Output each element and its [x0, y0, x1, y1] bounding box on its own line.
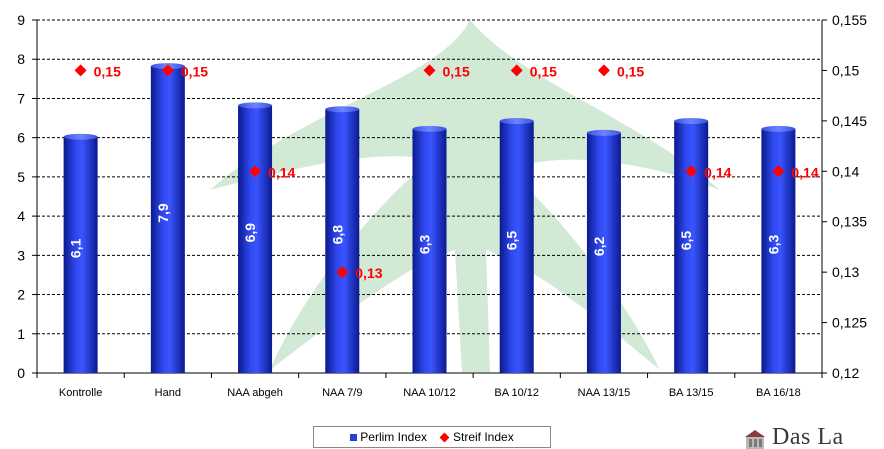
x-tick-label: Kontrolle [59, 387, 102, 399]
marker-data-label: 0,14 [704, 164, 731, 180]
y-right-tick-label: 0,15 [832, 62, 859, 78]
legend-item-streif: Streif Index [439, 430, 514, 444]
bar-data-label: 6,5 [678, 231, 694, 251]
legend-label-perlim: Perlim Index [360, 430, 427, 444]
bar-data-label: 6,3 [417, 235, 433, 255]
bar-cap [761, 125, 796, 132]
marker-data-label: 0,14 [268, 164, 295, 180]
bar-data-label: 6,2 [591, 236, 607, 256]
bar [238, 105, 273, 373]
streif-marker [772, 165, 785, 178]
y-right-tick-label: 0,155 [832, 12, 867, 28]
x-tick-label: NAA abgeh [227, 387, 283, 399]
marker-data-label: 0,14 [791, 164, 818, 180]
y-right-tick-label: 0,135 [832, 214, 867, 230]
bar-cap [238, 102, 273, 109]
bar-cap [674, 118, 709, 125]
streif-marker [74, 64, 87, 77]
x-tick-label: BA 16/18 [756, 387, 801, 399]
logo: Das La [744, 424, 884, 449]
marker-data-label: 0,15 [617, 63, 644, 79]
marker-data-label: 0,15 [94, 63, 121, 79]
legend-label-streif: Streif Index [453, 430, 514, 444]
legend-bar-swatch [350, 433, 358, 441]
bar [499, 121, 534, 373]
bar [586, 132, 621, 373]
y-right-tick-label: 0,14 [832, 163, 859, 179]
y-left-tick-label: 9 [17, 12, 25, 28]
bar-data-label: 6,1 [68, 238, 84, 258]
bar-data-label: 6,5 [504, 231, 520, 251]
chart-canvas: 0 1 2 3 4 5 6 7 8 9 0,12 0,125 0,13 0,135 0,14 0,145 0,1… [17, 12, 867, 399]
x-tick-label: BA 13/15 [669, 387, 714, 399]
legend: Perlim Index Streif Index [313, 426, 551, 448]
y-right-tick-label: 0,12 [832, 365, 859, 381]
y-left-tick-label: 7 [17, 90, 25, 106]
logo-emblem-icon [745, 430, 765, 449]
y-right-tick-label: 0,145 [832, 113, 867, 129]
y-right-tick-label: 0,125 [832, 315, 867, 331]
plot-area: 0 1 2 3 4 5 6 7 8 9 0,12 0,125 0,13 0,135 0,14 0,145 0,1… [17, 12, 867, 399]
streif-marker [161, 64, 174, 77]
bar [325, 109, 360, 374]
bar-cap [586, 129, 621, 136]
legend-item-perlim: Perlim Index [350, 430, 427, 444]
y-left-tick-label: 1 [17, 326, 25, 342]
bar-cap [325, 106, 360, 113]
streif-marker [249, 165, 262, 178]
bar-cap [63, 133, 98, 140]
y-left-tick-label: 6 [17, 130, 25, 146]
marker-data-label: 0,13 [355, 265, 382, 281]
streif-marker [423, 64, 436, 77]
y-left-tick-label: 4 [17, 208, 25, 224]
bar-cap [499, 118, 534, 125]
bar [674, 121, 709, 373]
bar-data-label: 6,8 [329, 225, 345, 245]
y-left-tick-label: 5 [17, 169, 25, 185]
streif-marker [685, 165, 698, 178]
bar [63, 136, 98, 373]
bar-cap [412, 125, 447, 132]
y-right-tick-label: 0,13 [832, 264, 859, 280]
y-left-tick-label: 0 [17, 365, 25, 381]
streif-marker [336, 266, 349, 279]
bar-data-label: 6,9 [242, 223, 258, 243]
logo-text: Das La [772, 424, 844, 449]
streif-marker [597, 64, 610, 77]
x-tick-label: Hand [155, 387, 181, 399]
bar [412, 128, 447, 373]
marker-data-label: 0,15 [443, 63, 470, 79]
y-left-tick-label: 8 [17, 51, 25, 67]
y-left-tick-label: 2 [17, 287, 25, 303]
marker-data-label: 0,15 [530, 63, 557, 79]
y-left-tick-label: 3 [17, 247, 25, 263]
bar-data-label: 7,9 [155, 203, 171, 223]
bar [150, 66, 185, 374]
bar-data-label: 6,3 [765, 235, 781, 255]
x-tick-label: NAA 10/12 [403, 387, 456, 399]
x-tick-label: BA 10/12 [494, 387, 539, 399]
x-tick-label: NAA 13/15 [578, 387, 631, 399]
streif-marker [510, 64, 523, 77]
legend-diamond-swatch [439, 432, 450, 442]
marker-data-label: 0,15 [181, 63, 208, 79]
x-tick-label: NAA 7/9 [322, 387, 362, 399]
